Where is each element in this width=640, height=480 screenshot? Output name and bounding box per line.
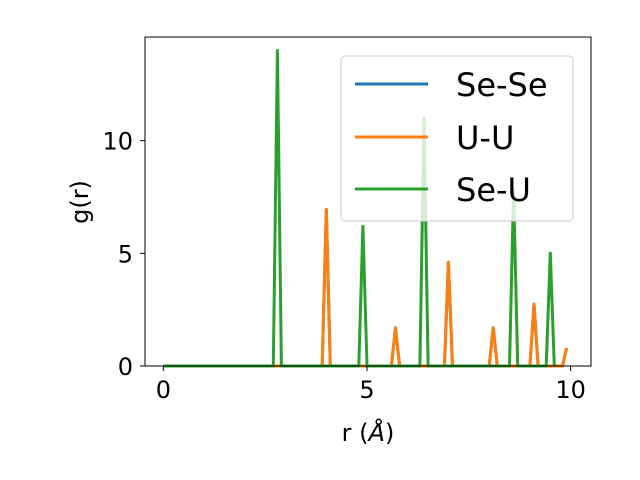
y-tick-label: 0 bbox=[118, 353, 133, 381]
y-tick-label: 10 bbox=[102, 128, 133, 156]
legend-label-se-u: Se-U bbox=[456, 171, 531, 209]
x-tick-label: 0 bbox=[156, 376, 171, 404]
legend-label-u-u: U-U bbox=[456, 119, 514, 157]
y-tick-label: 5 bbox=[118, 240, 133, 268]
series-line-u-u bbox=[163, 207, 569, 368]
axis-ticks: 0 5 10 0 5 10 bbox=[102, 128, 585, 404]
legend-box bbox=[340, 55, 574, 222]
legend-label-se-se: Se-Se bbox=[456, 66, 548, 104]
y-axis-label: g(r) bbox=[66, 180, 94, 224]
x-axis-label: r (Å) bbox=[342, 418, 395, 447]
x-tick-label: 5 bbox=[359, 376, 374, 404]
x-tick-label: 10 bbox=[555, 376, 586, 404]
legend: Se-Se U-U Se-U bbox=[340, 55, 574, 222]
plot-frame bbox=[144, 36, 592, 367]
